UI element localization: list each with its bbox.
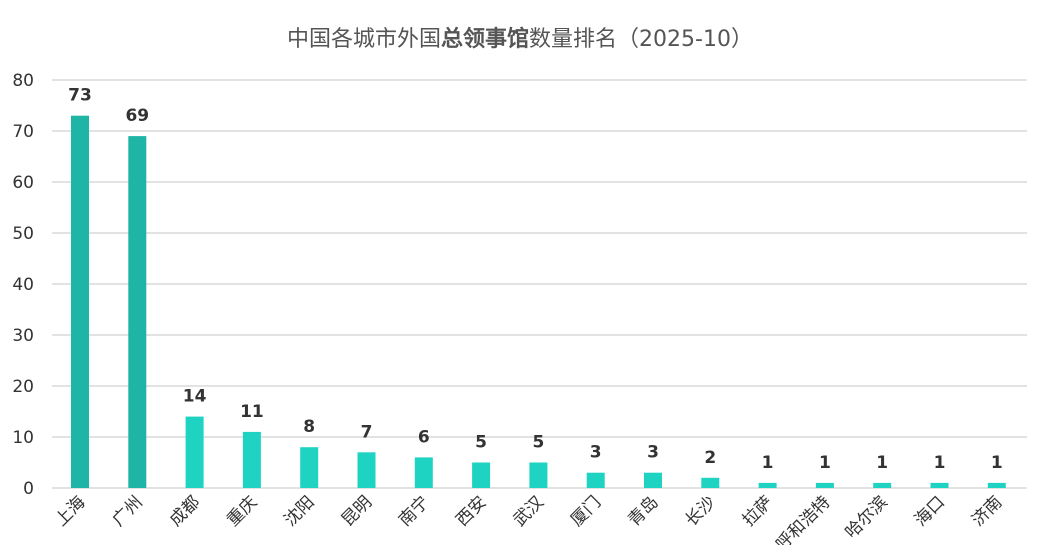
x-tick-label: 武汉: [510, 492, 548, 530]
data-label: 1: [991, 453, 1003, 473]
y-axis-ticks: 0 10 20 30 40 50 60 70 80: [12, 71, 34, 499]
bar-9: [529, 462, 548, 488]
bar-10: [586, 472, 605, 488]
data-label: 11: [240, 402, 264, 422]
bar-4: [242, 431, 261, 488]
bar-13: [758, 482, 777, 488]
y-tick-label: 20: [12, 377, 34, 397]
data-label: 69: [125, 106, 149, 126]
x-tick-label: 长沙: [682, 492, 720, 530]
bar-11: [644, 472, 662, 488]
x-tick-label: 厦门: [567, 492, 605, 530]
x-tick-label: 沈阳: [281, 492, 319, 530]
x-tick-label: 南宁: [395, 492, 433, 530]
bar-12: [701, 477, 720, 488]
data-label: 1: [819, 453, 831, 473]
chart-title-part-0: 中国各城市外国: [287, 27, 441, 52]
bars: [71, 115, 1006, 488]
data-label: 5: [475, 433, 487, 453]
x-tick-label: 西安: [452, 492, 490, 530]
data-label: 1: [934, 453, 946, 473]
y-tick-label: 30: [12, 326, 34, 346]
y-tick-label: 10: [12, 428, 34, 448]
data-label: 3: [590, 443, 602, 463]
chart-title-part-1: 总领事馆: [441, 26, 529, 52]
data-label: 5: [532, 433, 544, 453]
bar-8: [472, 462, 491, 488]
bar-7: [414, 457, 433, 488]
x-tick-label: 昆明: [338, 492, 376, 530]
y-tick-label: 50: [12, 224, 34, 244]
x-tick-label: 重庆: [223, 492, 261, 530]
y-tick-label: 40: [12, 275, 34, 295]
bar-1: [71, 115, 89, 488]
x-tick-label: 青岛: [624, 492, 662, 530]
data-label: 14: [183, 387, 207, 407]
data-label: 73: [68, 86, 92, 106]
y-tick-label: 70: [12, 122, 34, 142]
bar-2: [128, 136, 147, 488]
data-label: 6: [418, 427, 430, 447]
x-tick-label: 济南: [968, 492, 1006, 530]
data-label: 3: [647, 443, 659, 463]
bar-3: [185, 416, 204, 488]
x-tick-label: 哈尔滨: [842, 492, 892, 542]
bar-16: [930, 482, 949, 488]
chart-title-part-2: 数量排名（2025-10）: [529, 27, 753, 52]
x-tick-label: 海口: [911, 492, 949, 530]
x-tick-label: 上海: [51, 492, 89, 530]
chart-title: 中国各城市外国总领事馆数量排名（2025-10）: [287, 26, 753, 52]
data-label: 1: [762, 453, 774, 473]
y-tick-label: 80: [12, 71, 34, 91]
data-label: 1: [876, 453, 888, 473]
x-tick-label: 成都: [166, 492, 204, 530]
x-tick-label: 广州: [109, 492, 147, 530]
bar-6: [357, 452, 376, 488]
x-tick-label: 拉萨: [739, 492, 777, 530]
bar-15: [873, 482, 892, 488]
data-label: 7: [361, 422, 373, 442]
bar-14: [815, 482, 834, 488]
bar-5: [300, 447, 319, 488]
data-label: 8: [303, 417, 315, 437]
data-label: 2: [704, 448, 716, 468]
bar-17: [987, 482, 1006, 488]
x-tick-label: 呼和浩特: [772, 492, 834, 545]
y-tick-label: 60: [12, 173, 34, 193]
y-tick-label: 0: [23, 479, 34, 499]
gridlines: [52, 79, 1027, 489]
